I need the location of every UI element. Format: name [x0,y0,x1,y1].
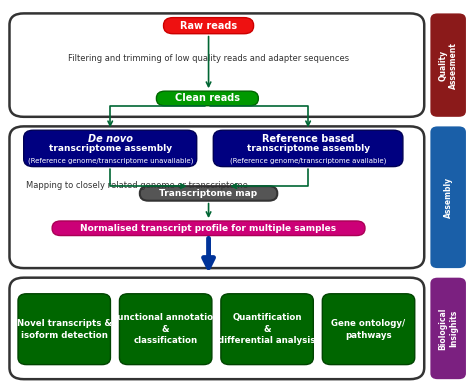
FancyBboxPatch shape [18,294,110,365]
FancyBboxPatch shape [221,294,313,365]
FancyBboxPatch shape [9,13,424,117]
FancyBboxPatch shape [119,294,212,365]
FancyBboxPatch shape [156,91,258,106]
FancyBboxPatch shape [430,126,466,268]
Text: Novel transcripts &
isoform detection: Novel transcripts & isoform detection [17,319,112,340]
FancyBboxPatch shape [213,130,403,167]
Text: Filtering and trimming of low quality reads and adapter sequences: Filtering and trimming of low quality re… [68,54,349,64]
FancyBboxPatch shape [9,126,424,268]
FancyBboxPatch shape [430,278,466,379]
Text: Mapping to closely related genome or transcriptome: Mapping to closely related genome or tra… [26,181,248,190]
Text: Gene ontology/
pathways: Gene ontology/ pathways [331,319,406,340]
Text: Biological
Insighits: Biological Insighits [438,307,458,350]
Text: Clean reads: Clean reads [175,93,240,103]
Text: Functional annotation
&
classification: Functional annotation & classification [112,313,219,345]
Text: transcriptome assembly: transcriptome assembly [246,144,370,153]
FancyBboxPatch shape [24,130,197,167]
Text: transcriptome assembly: transcriptome assembly [49,144,172,153]
Text: Quantification
&
differential analysis: Quantification & differential analysis [219,313,316,345]
Text: (Reference genome/transcriptome unavailable): (Reference genome/transcriptome unavaila… [27,158,193,164]
FancyBboxPatch shape [9,278,424,379]
Text: Raw reads: Raw reads [180,21,237,31]
Text: Transcriptome map: Transcriptome map [159,189,258,198]
Text: Reference based: Reference based [262,134,354,144]
FancyBboxPatch shape [164,18,254,34]
Text: Normalised transcript profile for multiple samples: Normalised transcript profile for multip… [81,224,337,233]
FancyBboxPatch shape [430,13,466,117]
Text: Quality
Assesment: Quality Assesment [438,42,458,88]
FancyBboxPatch shape [322,294,415,365]
Text: De novo: De novo [88,134,133,144]
Text: (Reference genome/transcriptome available): (Reference genome/transcriptome availabl… [230,158,386,164]
FancyBboxPatch shape [140,186,277,201]
Text: Assembly: Assembly [444,177,453,218]
FancyBboxPatch shape [52,221,365,236]
